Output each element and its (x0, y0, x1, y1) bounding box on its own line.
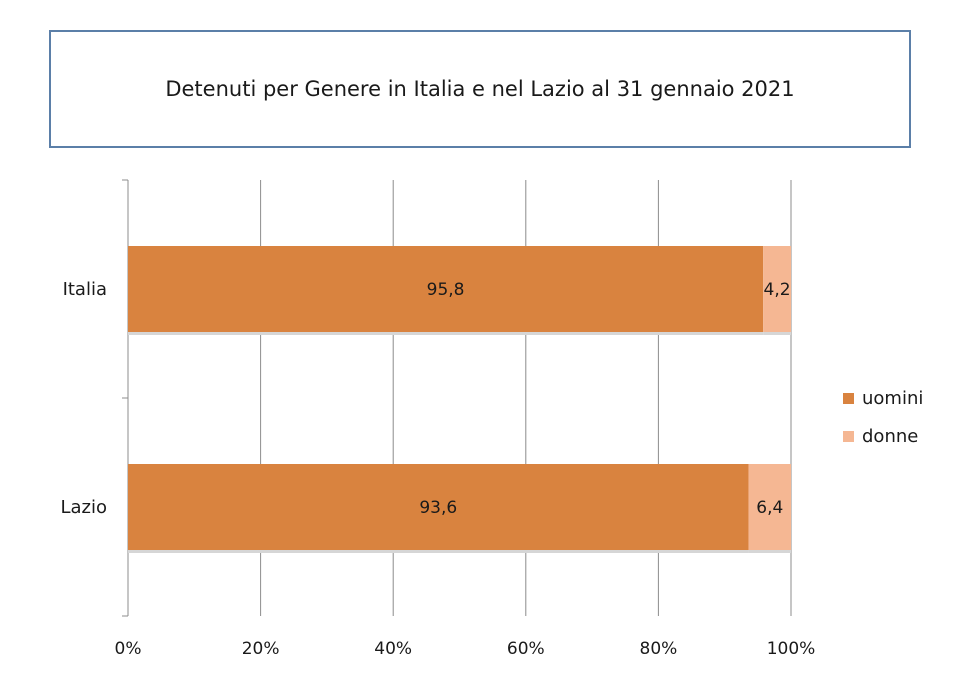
chart-title: Detenuti per Genere in Italia e nel Lazi… (165, 77, 795, 101)
bar-shadow (128, 332, 764, 335)
bar-uomini (128, 246, 764, 332)
data-labels: 95,8 4,2 93,6 6,4 (419, 280, 790, 518)
category-label: Italia (63, 279, 107, 300)
category-label: Lazio (60, 497, 107, 518)
chart-title-box: Detenuti per Genere in Italia e nel Lazi… (49, 30, 911, 148)
legend-label: uomini (862, 388, 923, 409)
bars (128, 246, 791, 553)
data-label: 6,4 (756, 498, 783, 518)
bar-shadow (748, 550, 791, 553)
bar-uomini (128, 464, 749, 550)
bar-donne (763, 246, 791, 332)
x-tick-labels: 0% 20% 40% 60% 80% 100% Italia Lazio (60, 279, 815, 659)
legend-swatch (843, 393, 854, 404)
legend-swatch (843, 431, 854, 442)
legend: uomini donne (843, 388, 923, 447)
bar-shadow (763, 332, 791, 335)
category-axis (122, 179, 129, 617)
x-tick-label: 100% (767, 639, 816, 659)
x-tick-label: 80% (640, 639, 678, 659)
data-label: 4,2 (764, 280, 791, 300)
bar-shadow (128, 550, 749, 553)
data-label: 95,8 (427, 280, 465, 300)
x-tick-label: 40% (374, 639, 412, 659)
x-tick-label: 60% (507, 639, 545, 659)
x-tick-label: 0% (115, 639, 142, 659)
legend-label: donne (862, 426, 918, 447)
x-tick-label: 20% (242, 639, 280, 659)
data-label: 93,6 (419, 498, 457, 518)
bar-donne (748, 464, 791, 550)
